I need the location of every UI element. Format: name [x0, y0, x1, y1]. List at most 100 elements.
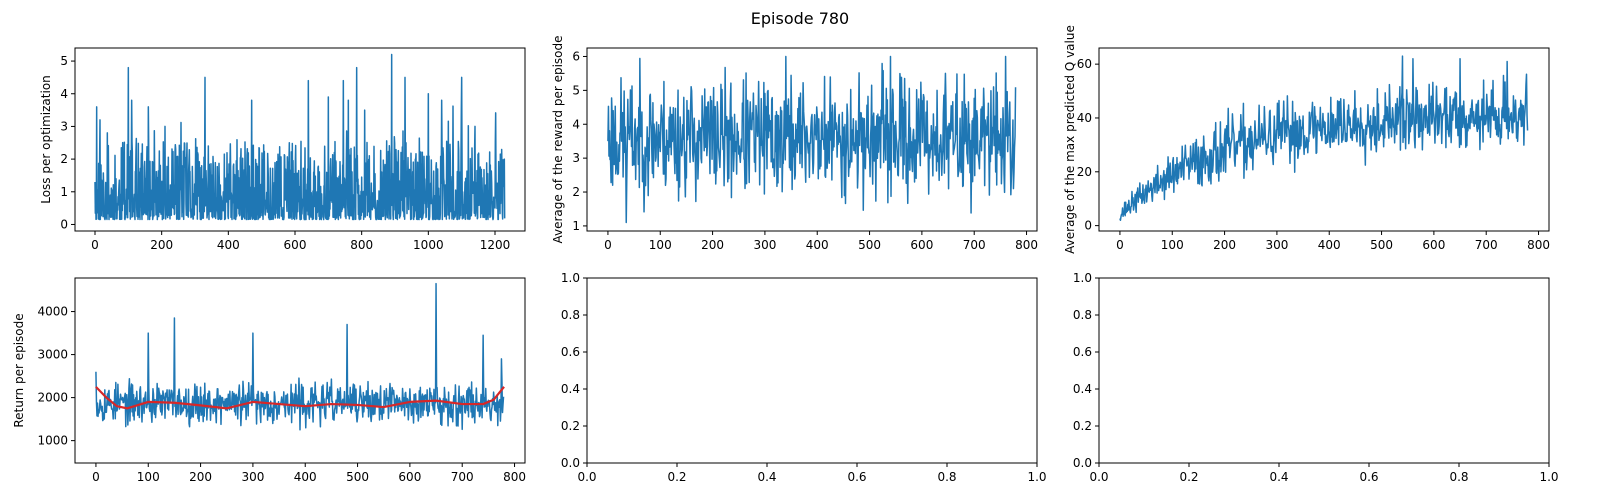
y-tick-label: 40 — [1077, 111, 1092, 125]
y-axis-label: Average of the max predicted Q value — [1063, 25, 1077, 254]
y-tick-label: 1.0 — [561, 271, 580, 285]
axes-empty-2: 0.0 0.2 0.4 0.6 0.8 1.0 0.0 0.2 0.4 0.6 0.8 1.0 — [1073, 271, 1559, 484]
x-tick-label: 0.6 — [847, 470, 866, 484]
y-axis-label: Return per episode — [12, 313, 26, 427]
y-axis-label: Average of the reward per episode — [551, 35, 565, 243]
y-tick-label: 2 — [60, 152, 68, 166]
x-tick-label: 200 — [189, 470, 212, 484]
axes-frame — [74, 277, 526, 464]
y-tick-label: 0 — [1084, 219, 1092, 233]
x-tick-label: 200 — [150, 238, 173, 252]
series-line — [1119, 55, 1529, 221]
series-group — [94, 53, 506, 221]
y-tick-label: 1000 — [37, 434, 68, 448]
y-tick-label: 5 — [572, 83, 580, 97]
figure-suptitle: Episode 780 — [751, 9, 849, 28]
y-tick-label: 2 — [572, 185, 580, 199]
x-tick-label: 300 — [1265, 238, 1288, 252]
x-tick-label: 700 — [963, 238, 986, 252]
series-group — [95, 282, 505, 431]
y-tick-label: 2000 — [37, 391, 68, 405]
x-tick-label: 300 — [241, 470, 264, 484]
y-tick-label: 4000 — [37, 305, 68, 319]
y-tick-label: 20 — [1077, 165, 1092, 179]
axes-avg-reward: 0 100 200 300 400 500 600 700 800 1 2 3 4 5 6 Average o… — [551, 35, 1038, 252]
x-tick-label: 500 — [346, 470, 369, 484]
x-tick-label: 700 — [451, 470, 474, 484]
x-tick-label: 100 — [649, 238, 672, 252]
y-tick-label: 0.4 — [1073, 382, 1092, 396]
x-tick-label: 800 — [1015, 238, 1038, 252]
y-tick-label: 0.2 — [1073, 419, 1092, 433]
x-tick-label: 0.8 — [937, 470, 956, 484]
x-tick-label: 400 — [1318, 238, 1341, 252]
y-tick-label: 0.6 — [561, 345, 580, 359]
x-tick-label: 400 — [294, 470, 317, 484]
y-tick-label: 0 — [60, 217, 68, 231]
y-axis-label: Loss per optimization — [39, 75, 53, 204]
x-tick-label: 600 — [1422, 238, 1445, 252]
x-tick-label: 500 — [1370, 238, 1393, 252]
axes-frame — [586, 47, 1038, 232]
y-tick-label: 0.0 — [1073, 456, 1092, 470]
x-tick-label: 0.4 — [757, 470, 776, 484]
x-tick-label: 800 — [350, 238, 373, 252]
series-line — [607, 55, 1017, 224]
y-tick-label: 60 — [1077, 57, 1092, 71]
x-tick-label: 1200 — [480, 238, 511, 252]
x-tick-label: 1.0 — [1539, 470, 1558, 484]
x-tick-label: 100 — [137, 470, 160, 484]
x-tick-label: 400 — [806, 238, 829, 252]
series-group — [607, 55, 1017, 224]
x-tick-label: 200 — [701, 238, 724, 252]
x-tick-label: 600 — [398, 470, 421, 484]
axes-frame — [586, 277, 1038, 464]
axes-loss: 0 200 400 600 800 1000 1200 0 1 2 3 4 5 Loss per opti… — [39, 47, 526, 252]
series-line — [94, 53, 506, 221]
axes-empty-1: 0.0 0.2 0.4 0.6 0.8 1.0 0.0 0.2 0.4 0.6 0.8 1.0 — [561, 271, 1047, 484]
y-tick-label: 4 — [572, 117, 580, 131]
x-tick-label: 0.2 — [1179, 470, 1198, 484]
x-tick-label: 0.0 — [577, 470, 596, 484]
y-tick-label: 3000 — [37, 348, 68, 362]
y-tick-label: 0.0 — [561, 456, 580, 470]
x-tick-label: 0.2 — [667, 470, 686, 484]
x-tick-label: 0.4 — [1269, 470, 1288, 484]
x-tick-label: 100 — [1161, 238, 1184, 252]
series-group — [1119, 55, 1529, 221]
x-tick-label: 200 — [1213, 238, 1236, 252]
axes-max-q: 0 100 200 300 400 500 600 700 800 0 20 40 60Average … — [1063, 25, 1550, 254]
x-tick-label: 800 — [503, 470, 526, 484]
y-tick-label: 6 — [572, 49, 580, 63]
y-tick-label: 5 — [60, 54, 68, 68]
x-tick-label: 0.8 — [1449, 470, 1468, 484]
series-smoothed-line — [95, 386, 505, 410]
x-tick-label: 600 — [284, 238, 307, 252]
axes-return: 0 100 200 300 400 500 600 700 800 1000 2000 3000 400… — [12, 277, 526, 484]
x-tick-label: 1.0 — [1027, 470, 1046, 484]
x-tick-label: 300 — [753, 238, 776, 252]
y-tick-label: 0.2 — [561, 419, 580, 433]
series-line — [95, 282, 505, 431]
axes-frame — [1098, 277, 1550, 464]
x-tick-label: 0 — [604, 238, 612, 252]
y-tick-label: 1.0 — [1073, 271, 1092, 285]
x-tick-label: 500 — [858, 238, 881, 252]
axes-frame — [1098, 47, 1550, 232]
x-tick-label: 0.6 — [1359, 470, 1378, 484]
x-tick-label: 800 — [1527, 238, 1550, 252]
y-tick-label: 4 — [60, 87, 68, 101]
y-tick-label: 0.8 — [561, 308, 580, 322]
x-tick-label: 0 — [92, 470, 100, 484]
x-tick-label: 600 — [910, 238, 933, 252]
x-tick-label: 1000 — [413, 238, 444, 252]
x-tick-label: 700 — [1475, 238, 1498, 252]
y-tick-label: 3 — [572, 151, 580, 165]
x-tick-label: 0 — [91, 238, 99, 252]
y-tick-label: 1 — [60, 185, 68, 199]
y-tick-label: 1 — [572, 219, 580, 233]
y-tick-label: 0.6 — [1073, 345, 1092, 359]
